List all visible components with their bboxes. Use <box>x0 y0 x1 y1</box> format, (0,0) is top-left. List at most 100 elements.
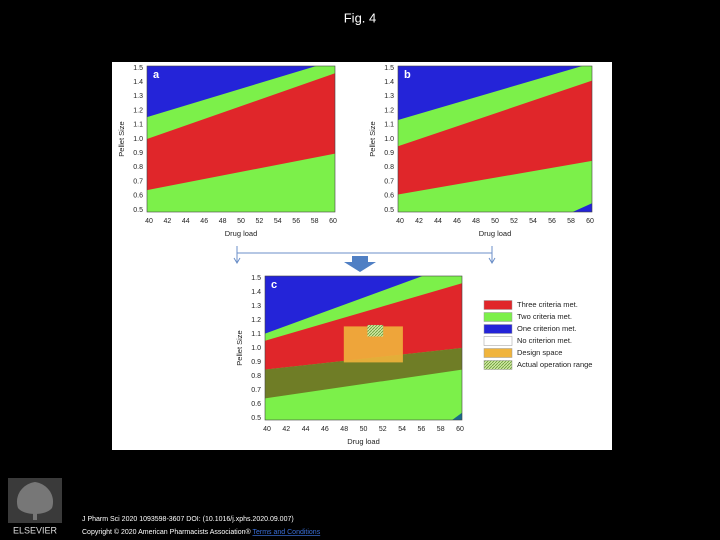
y-axis-label: Pellet Size <box>368 121 377 156</box>
legend-swatch <box>483 312 513 322</box>
legend-label: Actual operation range <box>517 360 592 369</box>
legend-label: Design space <box>517 348 562 357</box>
x-axis-label: Drug load <box>347 437 380 446</box>
x-tick-label: 44 <box>182 218 190 225</box>
y-tick-label: 1.0 <box>251 345 261 352</box>
copyright: Copyright © 2020 American Pharmacists As… <box>82 528 321 536</box>
region <box>265 276 423 334</box>
legend-label: One criterion met. <box>517 324 577 333</box>
legend-label: No criterion met. <box>517 336 572 345</box>
legend-swatch <box>483 348 513 358</box>
publisher-name: ELSEVIER <box>13 525 58 535</box>
y-tick-label: 0.9 <box>133 150 143 157</box>
x-tick-label: 40 <box>263 426 271 433</box>
legend-label: Two criteria met. <box>517 312 572 321</box>
region <box>265 348 462 399</box>
y-tick-label: 1.3 <box>133 93 143 100</box>
x-tick-label: 48 <box>219 218 227 225</box>
y-tick-label: 0.5 <box>133 207 143 214</box>
y-tick-label: 0.7 <box>251 387 261 394</box>
x-tick-label: 60 <box>586 218 594 225</box>
legend-swatch <box>483 324 513 334</box>
x-axis-label: Drug load <box>225 229 258 238</box>
x-tick-label: 60 <box>456 426 464 433</box>
y-tick-label: 1.4 <box>251 289 261 296</box>
legend-swatch <box>483 336 513 346</box>
connector-arrows <box>233 246 496 272</box>
y-tick-label: 1.2 <box>384 107 394 114</box>
x-tick-label: 60 <box>329 218 337 225</box>
citation: J Pharm Sci 2020 1093598-3607 DOI: (10.1… <box>82 516 294 523</box>
terms-link[interactable]: Terms and Conditions <box>253 529 321 536</box>
y-tick-label: 0.6 <box>251 401 261 408</box>
y-tick-label: 0.7 <box>133 178 143 185</box>
region <box>147 66 317 118</box>
y-tick-label: 1.2 <box>251 317 261 324</box>
legend-swatch <box>483 360 513 370</box>
x-tick-label: 44 <box>302 426 310 433</box>
x-tick-label: 40 <box>396 218 404 225</box>
x-tick-label: 56 <box>548 218 556 225</box>
x-tick-label: 46 <box>453 218 461 225</box>
x-tick-label: 50 <box>360 426 368 433</box>
slide-title: Fig. 4 <box>344 10 377 25</box>
publisher-logo <box>8 478 62 523</box>
x-tick-label: 48 <box>472 218 480 225</box>
plot-frame <box>397 65 593 213</box>
y-axis-label: Pellet Size <box>235 330 244 365</box>
x-tick-label: 54 <box>398 426 406 433</box>
y-tick-label: 1.5 <box>384 65 394 72</box>
x-tick-label: 58 <box>437 426 445 433</box>
y-tick-label: 0.6 <box>133 193 143 200</box>
x-tick-label: 48 <box>340 426 348 433</box>
x-tick-label: 50 <box>237 218 245 225</box>
x-tick-label: 56 <box>418 426 426 433</box>
plot-frame <box>264 275 463 421</box>
region <box>398 80 592 195</box>
x-tick-label: 58 <box>311 218 319 225</box>
y-tick-label: 0.7 <box>384 178 394 185</box>
x-tick-label: 54 <box>274 218 282 225</box>
y-tick-label: 1.3 <box>384 93 394 100</box>
panel-label: c <box>271 279 277 291</box>
y-tick-label: 0.9 <box>251 359 261 366</box>
y-tick-label: 0.8 <box>251 373 261 380</box>
y-tick-label: 1.1 <box>251 331 261 338</box>
y-tick-label: 0.5 <box>251 415 261 422</box>
x-tick-label: 40 <box>145 218 153 225</box>
x-tick-label: 52 <box>379 426 387 433</box>
region <box>572 203 592 212</box>
x-tick-label: 44 <box>434 218 442 225</box>
region <box>147 73 335 191</box>
y-tick-label: 0.9 <box>384 150 394 157</box>
y-tick-label: 1.0 <box>133 136 143 143</box>
y-tick-label: 0.8 <box>133 164 143 171</box>
panel-label: a <box>153 69 160 81</box>
x-tick-label: 52 <box>256 218 264 225</box>
x-tick-label: 42 <box>282 426 290 433</box>
operation-range <box>367 324 384 337</box>
y-tick-label: 1.2 <box>133 107 143 114</box>
x-tick-label: 50 <box>491 218 499 225</box>
legend-label: Three criteria met. <box>517 300 578 309</box>
plot-frame <box>146 65 336 213</box>
copyright-text: Copyright © 2020 American Pharmacists As… <box>82 528 253 536</box>
x-tick-label: 46 <box>200 218 208 225</box>
y-tick-label: 1.1 <box>133 122 143 129</box>
x-tick-label: 54 <box>529 218 537 225</box>
x-tick-label: 46 <box>321 426 329 433</box>
y-tick-label: 1.4 <box>384 79 394 86</box>
region <box>452 412 462 420</box>
legend-swatch <box>483 300 513 310</box>
region <box>398 66 583 121</box>
y-tick-label: 1.5 <box>251 275 261 282</box>
y-tick-label: 0.5 <box>384 207 394 214</box>
x-axis-label: Drug load <box>479 229 512 238</box>
panel-label: b <box>404 69 411 81</box>
x-tick-label: 52 <box>510 218 518 225</box>
y-tick-label: 1.3 <box>251 303 261 310</box>
x-tick-label: 56 <box>292 218 300 225</box>
x-tick-label: 42 <box>164 218 172 225</box>
